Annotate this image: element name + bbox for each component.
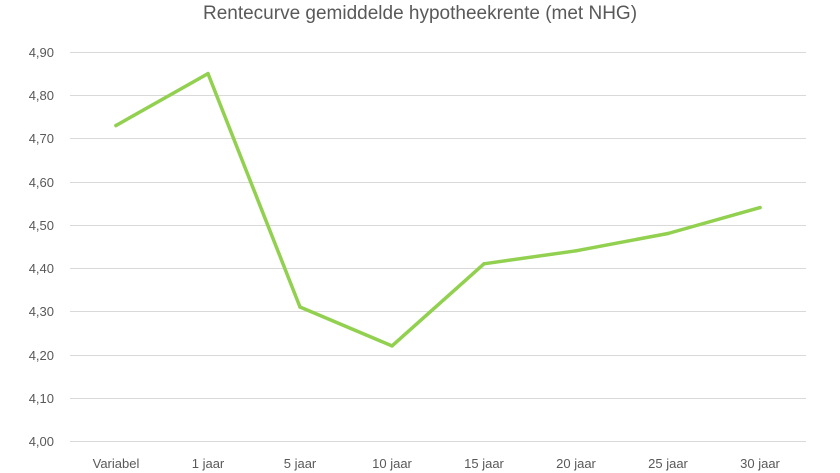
series-line <box>114 71 762 348</box>
y-tick-label: 4,50 <box>29 218 54 233</box>
y-tick-label: 4,70 <box>29 131 54 146</box>
chart-title: Rentecurve gemiddelde hypotheekrente (me… <box>202 3 638 24</box>
data-point <box>298 305 302 309</box>
y-tick-label: 4,90 <box>29 45 54 60</box>
data-point <box>666 231 670 236</box>
y-tick-label: 4,00 <box>29 434 54 449</box>
series-layer <box>114 71 762 348</box>
data-point <box>114 123 118 128</box>
x-tick-label: Variabel <box>93 456 140 471</box>
x-tick-label: 30 jaar <box>740 456 780 471</box>
y-tick-label: 4,10 <box>29 391 54 406</box>
y-tick-label: 4,60 <box>29 175 54 190</box>
x-axis-tick-labels: Variabel 1 jaar 5 jaar 10 jaar 15 jaar 20 jaa… <box>93 456 781 471</box>
data-point <box>390 344 394 348</box>
x-tick-label: 15 jaar <box>464 456 504 471</box>
y-tick-label: 4,40 <box>29 261 54 276</box>
data-point <box>482 262 486 266</box>
x-tick-label: 25 jaar <box>648 456 688 471</box>
data-point <box>574 249 578 253</box>
x-tick-label: 10 jaar <box>372 456 412 471</box>
gridlines <box>70 52 806 442</box>
x-tick-label: 20 jaar <box>556 456 596 471</box>
y-tick-label: 4,20 <box>29 348 54 363</box>
y-tick-label: 4,80 <box>29 88 54 103</box>
y-axis-tick-labels: 4,00 4,10 4,20 4,30 4,40 4,50 4,60 4,70 4,80 4,90 <box>29 45 54 449</box>
y-tick-label: 4,30 <box>29 304 54 319</box>
x-tick-label: 5 jaar <box>284 456 317 471</box>
x-tick-label: 1 jaar <box>192 456 225 471</box>
data-point <box>758 205 762 210</box>
data-point <box>206 71 210 76</box>
